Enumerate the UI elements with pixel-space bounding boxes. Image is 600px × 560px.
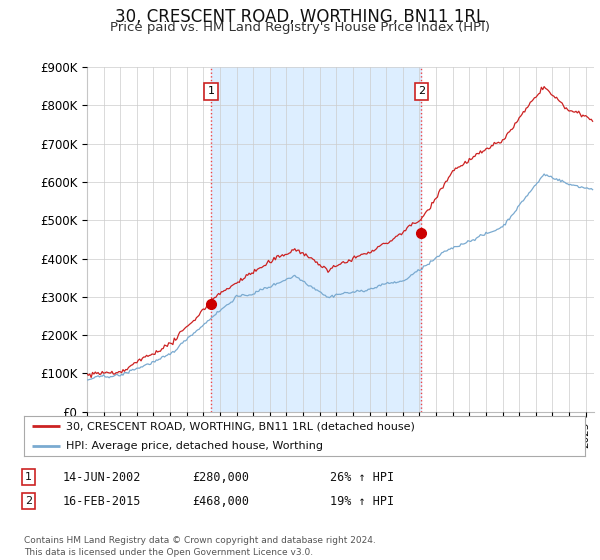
Text: 2: 2 [25,496,32,506]
Text: £468,000: £468,000 [192,494,249,508]
Text: 1: 1 [208,86,214,96]
Text: Contains HM Land Registry data © Crown copyright and database right 2024.
This d: Contains HM Land Registry data © Crown c… [24,536,376,557]
Text: £280,000: £280,000 [192,470,249,484]
Text: 26% ↑ HPI: 26% ↑ HPI [330,470,394,484]
Text: Price paid vs. HM Land Registry's House Price Index (HPI): Price paid vs. HM Land Registry's House … [110,21,490,34]
Text: 30, CRESCENT ROAD, WORTHING, BN11 1RL: 30, CRESCENT ROAD, WORTHING, BN11 1RL [115,8,485,26]
Text: 14-JUN-2002: 14-JUN-2002 [63,470,142,484]
Text: 30, CRESCENT ROAD, WORTHING, BN11 1RL (detached house): 30, CRESCENT ROAD, WORTHING, BN11 1RL (d… [66,421,415,431]
Text: 16-FEB-2015: 16-FEB-2015 [63,494,142,508]
Text: 19% ↑ HPI: 19% ↑ HPI [330,494,394,508]
Text: 1: 1 [25,472,32,482]
Text: 2: 2 [418,86,425,96]
Bar [211,67,421,412]
Text: HPI: Average price, detached house, Worthing: HPI: Average price, detached house, Wort… [66,441,323,451]
